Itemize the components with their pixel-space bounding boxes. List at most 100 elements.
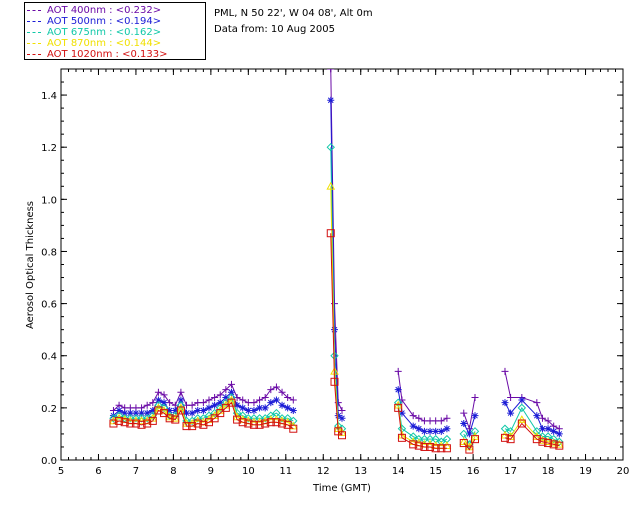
data-point [330, 377, 339, 386]
data-point [500, 433, 509, 442]
y-tick-label: 1.2 [41, 143, 57, 154]
legend-label: AOT 400nm : <0.232> [47, 5, 162, 16]
legend-entry: AOT 500nm : <0.194> [27, 16, 161, 27]
data-point [126, 409, 134, 417]
legend-swatch [27, 53, 41, 55]
data-point [148, 416, 157, 425]
y-tick-label: 0.4 [41, 352, 57, 363]
data-point [506, 427, 515, 436]
data-point [233, 415, 242, 424]
data-point [420, 434, 429, 444]
data-point [415, 425, 423, 433]
x-tick-label: 6 [95, 466, 101, 477]
data-point [507, 409, 515, 417]
data-point [517, 403, 527, 413]
data-point [143, 409, 151, 417]
data-point [261, 419, 270, 428]
data-point [555, 441, 564, 450]
data-point [326, 181, 336, 190]
legend-swatch [27, 42, 41, 44]
x-tick-label: 8 [170, 466, 176, 477]
data-point [443, 414, 451, 422]
data-point [227, 388, 235, 396]
y-axis-label: Aerosol Optical Thickness [25, 201, 36, 329]
series-400nm [109, 69, 563, 433]
data-point [517, 415, 527, 423]
data-point [176, 406, 185, 415]
data-point [188, 422, 197, 431]
data-point [437, 417, 445, 425]
data-point [227, 398, 236, 407]
series-line [397, 389, 448, 432]
y-tick-label: 1.0 [41, 195, 57, 206]
data-point [177, 396, 185, 404]
series-line [397, 402, 448, 443]
data-point [437, 427, 445, 435]
data-point [177, 388, 185, 396]
data-point [409, 422, 417, 430]
x-tick-label: 16 [467, 466, 480, 477]
data-point [266, 418, 275, 427]
data-point [260, 414, 270, 423]
data-point [244, 414, 253, 423]
data-point [284, 393, 292, 401]
data-point [334, 412, 342, 420]
data-point [409, 440, 418, 449]
legend-entry: AOT 400nm : <0.232> [27, 5, 161, 16]
data-point [154, 396, 162, 404]
data-point [250, 399, 258, 407]
data-point [199, 399, 207, 407]
y-tick-label: 1.4 [41, 91, 57, 102]
data-point [470, 427, 480, 436]
y-tick-label: 0.2 [41, 404, 57, 415]
data-point [131, 414, 141, 423]
data-point [126, 419, 135, 428]
data-point [239, 404, 247, 412]
data-point [261, 404, 269, 412]
data-point [414, 441, 423, 450]
data-point [216, 399, 224, 407]
data-point [506, 435, 515, 444]
data-point [327, 69, 335, 73]
x-tick-label: 15 [429, 466, 442, 477]
data-point [171, 406, 179, 414]
data-point [194, 406, 202, 414]
data-point [549, 440, 558, 449]
data-point [272, 383, 280, 391]
data-point [284, 404, 292, 412]
data-point [160, 399, 168, 407]
legend-label: AOT 1020nm : <0.133> [47, 49, 168, 60]
data-point [114, 411, 124, 420]
data-point [437, 444, 446, 453]
data-point [199, 420, 208, 429]
data-point [183, 409, 191, 417]
x-tick-label: 18 [542, 466, 555, 477]
data-point [149, 399, 157, 407]
data-point [244, 406, 252, 414]
data-point [272, 396, 280, 404]
data-point [171, 415, 180, 424]
data-point [338, 406, 346, 414]
data-point [518, 396, 526, 404]
data-point [115, 406, 123, 414]
data-point [501, 399, 509, 407]
series-line [463, 436, 476, 448]
data-point [188, 401, 196, 409]
data-point [227, 380, 235, 388]
data-point [327, 96, 335, 104]
data-point [326, 142, 335, 152]
data-point [465, 430, 473, 438]
data-point [277, 414, 287, 423]
data-point [143, 401, 151, 409]
x-tick-label: 14 [392, 466, 405, 477]
data-point [415, 414, 423, 422]
data-point [532, 435, 541, 444]
data-point [193, 414, 202, 423]
data-point [289, 416, 298, 426]
data-point [460, 409, 468, 417]
data-point [289, 406, 297, 414]
data-point [138, 409, 146, 417]
x-tick-label: 19 [579, 466, 592, 477]
x-tick-label: 13 [354, 466, 367, 477]
data-point [394, 403, 403, 412]
